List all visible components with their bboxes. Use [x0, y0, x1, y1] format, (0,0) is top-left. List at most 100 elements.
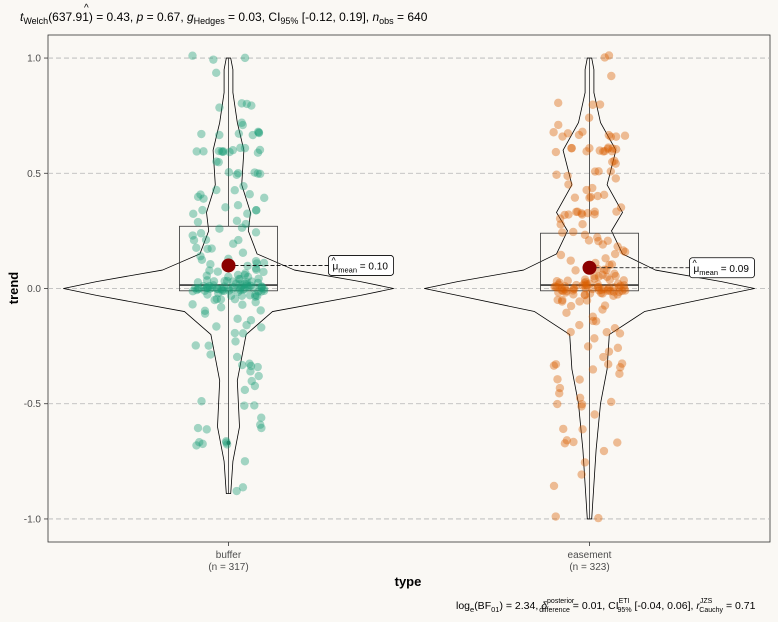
point-easement	[603, 286, 612, 295]
point-buffer	[238, 360, 247, 370]
point-easement	[593, 233, 602, 242]
point-easement	[604, 51, 614, 60]
point-buffer	[252, 265, 261, 274]
point-buffer	[253, 362, 262, 372]
point-easement	[582, 280, 591, 289]
point-easement	[598, 270, 607, 280]
point-buffer	[253, 127, 263, 137]
point-easement	[588, 183, 597, 193]
point-buffer	[201, 235, 211, 245]
point-buffer	[219, 282, 229, 291]
point-buffer	[237, 99, 246, 108]
point-easement	[580, 290, 590, 300]
point-buffer	[241, 219, 251, 229]
outlier-buffer	[226, 440, 231, 445]
point-buffer	[238, 300, 247, 309]
point-buffer	[246, 281, 255, 291]
mean-hat-mark: ^	[693, 258, 698, 268]
point-easement	[560, 282, 570, 291]
point-easement	[555, 389, 564, 398]
point-easement	[609, 283, 618, 292]
point-easement	[594, 272, 604, 281]
point-buffer	[196, 190, 205, 199]
point-buffer	[240, 401, 249, 410]
point-buffer	[235, 280, 245, 289]
y-tick-label: 0.0	[27, 284, 41, 295]
point-buffer	[240, 53, 250, 63]
point-easement	[562, 286, 571, 296]
point-buffer	[228, 277, 238, 286]
point-buffer	[206, 350, 215, 359]
point-buffer	[256, 306, 265, 315]
point-easement	[600, 146, 609, 156]
point-buffer	[224, 272, 233, 281]
point-buffer	[188, 300, 197, 309]
point-easement	[584, 236, 594, 245]
point-buffer	[247, 277, 256, 286]
point-easement	[617, 286, 627, 296]
point-easement	[595, 146, 604, 155]
point-easement	[588, 312, 598, 321]
point-buffer	[259, 284, 269, 294]
point-buffer	[257, 283, 266, 293]
point-buffer	[257, 282, 266, 292]
point-easement	[593, 191, 602, 201]
point-easement	[599, 352, 608, 362]
point-buffer	[242, 280, 251, 289]
point-easement	[595, 100, 605, 109]
point-buffer	[242, 99, 252, 109]
point-easement	[570, 284, 579, 294]
point-buffer	[238, 120, 247, 130]
point-buffer	[240, 385, 250, 395]
point-easement	[617, 359, 627, 368]
point-easement	[552, 277, 562, 286]
point-buffer	[193, 278, 203, 287]
point-easement	[566, 327, 575, 337]
point-buffer	[240, 143, 250, 153]
point-easement	[611, 159, 620, 168]
point-buffer	[249, 283, 258, 293]
point-buffer	[257, 413, 266, 422]
point-easement	[594, 167, 603, 176]
point-buffer	[194, 284, 203, 294]
point-buffer	[202, 271, 212, 280]
point-buffer	[191, 341, 200, 350]
point-easement	[554, 120, 563, 130]
point-easement	[564, 210, 573, 219]
point-buffer	[212, 68, 221, 77]
point-buffer	[218, 285, 227, 294]
point-easement	[597, 285, 606, 295]
point-buffer	[232, 216, 242, 226]
point-easement	[606, 167, 615, 176]
point-easement	[566, 301, 576, 311]
point-easement	[582, 147, 591, 156]
point-buffer	[251, 292, 260, 301]
point-easement	[581, 277, 590, 287]
point-buffer	[248, 130, 257, 140]
point-buffer	[193, 217, 203, 227]
point-easement	[569, 227, 578, 237]
boxplots	[179, 58, 639, 519]
point-buffer	[234, 235, 243, 245]
violins	[63, 57, 755, 520]
point-easement	[557, 297, 567, 306]
point-easement	[601, 254, 610, 263]
point-easement	[556, 220, 565, 229]
point-easement	[590, 334, 599, 343]
point-easement	[553, 399, 562, 409]
point-easement	[588, 365, 598, 374]
point-easement	[551, 512, 560, 521]
point-easement	[555, 214, 565, 223]
point-easement	[608, 157, 617, 167]
point-easement	[558, 286, 567, 296]
point-easement	[580, 278, 589, 288]
point-buffer	[205, 281, 214, 291]
point-buffer	[234, 287, 243, 297]
point-easement	[609, 287, 619, 296]
point-buffer	[222, 438, 231, 447]
point-buffer	[224, 286, 234, 295]
point-buffer	[206, 259, 215, 269]
point-easement	[606, 132, 616, 141]
point-buffer	[240, 279, 249, 289]
point-buffer	[232, 352, 242, 362]
